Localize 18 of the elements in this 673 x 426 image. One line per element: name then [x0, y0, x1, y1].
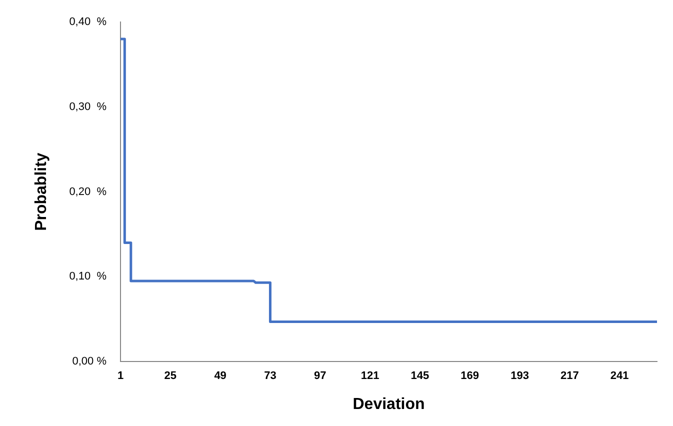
x-tick-label: 145: [410, 370, 430, 382]
y-axis-title: Probablity: [33, 152, 50, 231]
y-tick-label: 0,20 %: [69, 186, 107, 198]
y-tick-label: 0,10 %: [69, 270, 107, 283]
y-tick-label: 0,30 %: [69, 100, 107, 113]
y-tick-label: 0,00 %: [72, 356, 107, 368]
x-tick-label: 193: [510, 370, 529, 382]
x-tick-label: 121: [360, 370, 380, 382]
x-axis-title: Deviation: [352, 396, 425, 413]
x-tick-label: 97: [314, 370, 326, 382]
y-tick-label: 0,40 %: [69, 16, 107, 28]
x-tick-label: 73: [264, 370, 276, 382]
x-tick-label: 241: [610, 370, 629, 382]
x-tick-label: 217: [560, 370, 579, 382]
x-tick-label: 49: [214, 370, 226, 382]
x-tick-label: 25: [164, 370, 177, 382]
x-tick-label: 169: [460, 370, 480, 382]
x-tick-label: 1: [117, 370, 124, 382]
